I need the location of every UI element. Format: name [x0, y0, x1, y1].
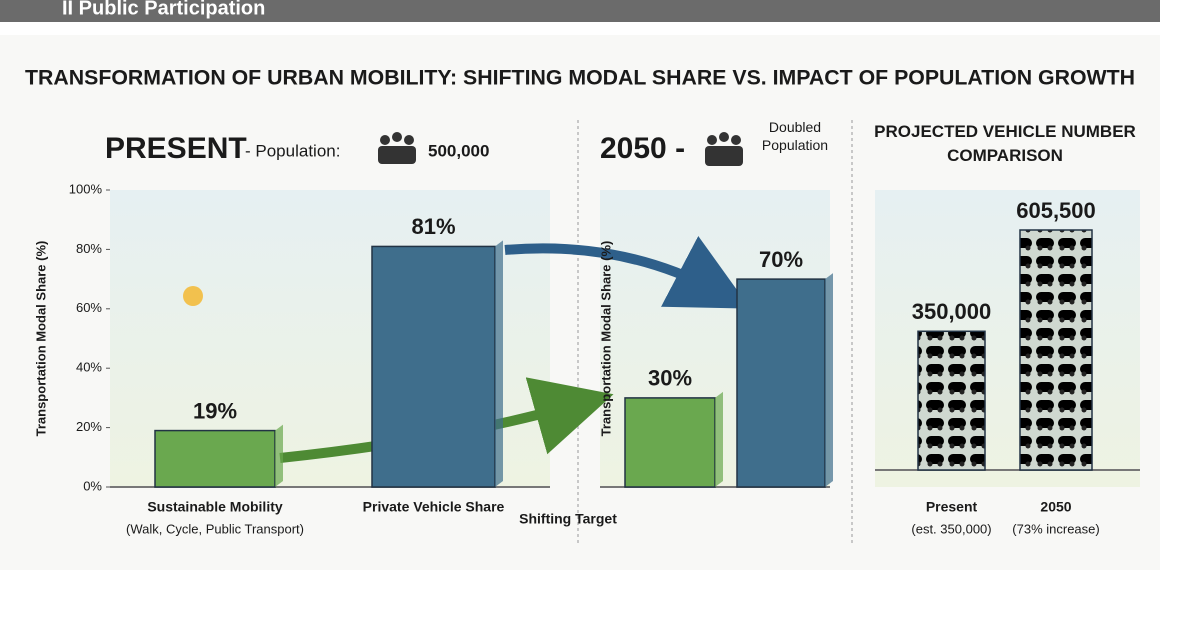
arrow — [504, 235, 751, 309]
y-axis-label: Transportation Modal Share (%) — [33, 241, 48, 437]
x-tick-label: Present — [926, 499, 978, 515]
annotation: Shifting Target — [519, 511, 617, 527]
bar — [736, 278, 826, 488]
plot-bg — [875, 190, 1140, 487]
y-tick-label: 20% — [76, 419, 102, 434]
bar — [1019, 229, 1093, 471]
chart-title-box: PROJECTED VEHICLE NUMBER COMPARISON — [874, 122, 1136, 165]
sun-icon — [183, 286, 203, 306]
chart-subtitle-box: Doubled Population — [761, 119, 829, 153]
value-label: 350,000 — [912, 299, 992, 324]
y-tick-label: 100% — [69, 181, 103, 196]
value-label: 81% — [411, 214, 455, 239]
y-tick-label: 0% — [83, 478, 102, 493]
value-label: 70% — [759, 247, 803, 272]
header-title: II Public Participation — [62, 0, 265, 19]
x-tick-label: 2050 — [1040, 499, 1071, 515]
bar — [624, 397, 716, 488]
value-label: 30% — [648, 366, 692, 391]
chart-title: PROJECTED VEHICLE NUMBER COMPARISON — [874, 122, 1136, 165]
people-icon — [705, 132, 743, 166]
x-tick-label: Sustainable Mobility — [147, 499, 283, 515]
bar-side — [825, 273, 833, 487]
people-icon — [378, 132, 416, 164]
bar-side — [275, 424, 283, 487]
x-tick-label: Private Vehicle Share — [363, 499, 505, 515]
y-tick-label: 60% — [76, 300, 102, 315]
bar — [917, 330, 986, 471]
category-note: (Walk, Cycle, Public Transport) — [126, 521, 304, 536]
y-tick-label: 80% — [76, 241, 102, 256]
bar — [154, 429, 276, 488]
bar-side — [715, 391, 723, 487]
value-label: 19% — [193, 398, 237, 423]
value-label: 605,500 — [1016, 198, 1096, 223]
chart-subtitle: Doubled Population — [761, 119, 829, 153]
y-axis-label: Transportation Modal Share (%) — [598, 241, 613, 437]
category-note: (est. 350,000) — [911, 521, 991, 536]
header-bar — [0, 0, 1160, 22]
y-tick-label: 40% — [76, 360, 102, 375]
chart-title: PRESENT — [105, 132, 247, 165]
bar-side — [495, 240, 503, 487]
bar — [371, 245, 496, 488]
main-title: TRANSFORMATION OF URBAN MOBILITY: SHIFTI… — [25, 67, 1135, 90]
chart-title: 2050 - — [600, 132, 685, 165]
category-note: (73% increase) — [1012, 521, 1099, 536]
population: 500,000 — [428, 141, 489, 160]
chart-subtitle: - Population: — [245, 141, 340, 160]
